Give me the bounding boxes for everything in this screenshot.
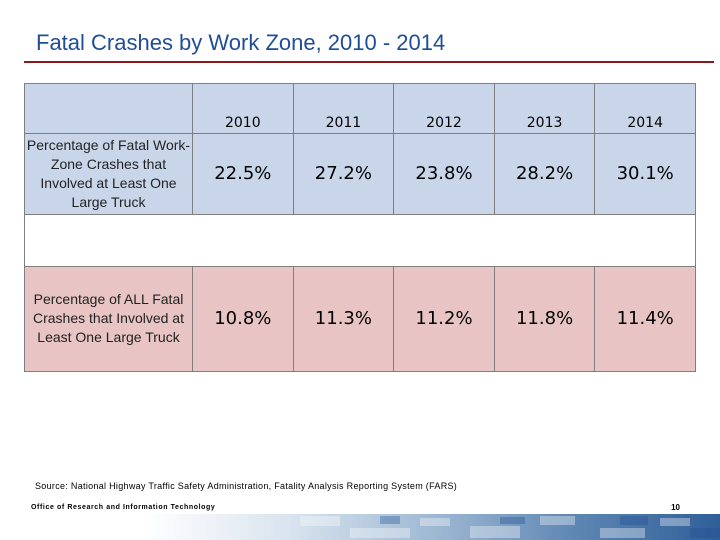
header-empty-cell (24, 83, 193, 134)
table-cell: 23.8% (393, 132, 495, 216)
table-cell: 11.2% (393, 265, 495, 373)
year-header: 2012 (393, 83, 495, 134)
footer-decorative-bar (0, 514, 720, 540)
table-cell: 11.4% (594, 265, 696, 373)
table-cell: 28.2% (493, 132, 596, 216)
spacer-cell (24, 214, 696, 267)
footer-pattern (300, 516, 720, 538)
row-label: Percentage of Fatal Work-Zone Crashes th… (24, 132, 193, 216)
table-cell: 22.5% (192, 132, 294, 216)
year-header: 2013 (493, 83, 596, 134)
data-table: 2010 2011 2012 2013 2014 Percentage of F… (24, 83, 696, 373)
table-cell: 11.8% (493, 265, 596, 373)
footer-organization: Office of Research and Information Techn… (31, 504, 216, 511)
table-cell: 11.3% (292, 265, 395, 373)
table-spacer-row (24, 214, 696, 267)
year-header: 2011 (292, 83, 395, 134)
table-cell: 10.8% (192, 265, 294, 373)
slide-title: Fatal Crashes by Work Zone, 2010 - 2014 (36, 30, 446, 55)
table-cell: 27.2% (292, 132, 395, 216)
table-header-row: 2010 2011 2012 2013 2014 (24, 83, 696, 134)
page-number: 10 (671, 503, 680, 512)
year-header: 2014 (594, 83, 696, 134)
table-cell: 30.1% (594, 132, 696, 216)
year-header: 2010 (192, 83, 294, 134)
title-divider (24, 61, 714, 63)
source-note: Source: National Highway Traffic Safety … (35, 481, 458, 491)
table-row: Percentage of ALL Fatal Crashes that Inv… (24, 265, 696, 373)
table-row: Percentage of Fatal Work-Zone Crashes th… (24, 132, 696, 216)
row-label: Percentage of ALL Fatal Crashes that Inv… (24, 265, 193, 373)
